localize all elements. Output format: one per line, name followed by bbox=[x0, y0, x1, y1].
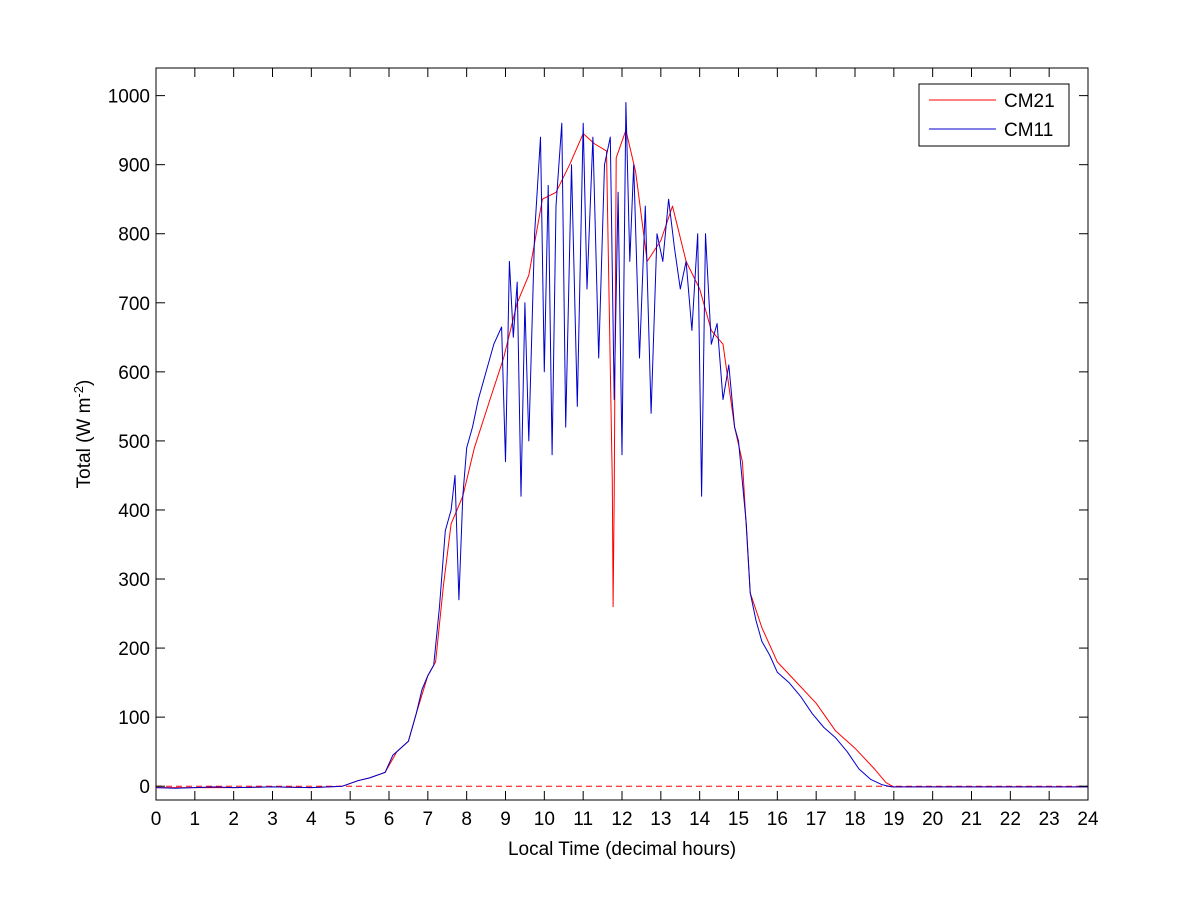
x-tick-label: 0 bbox=[151, 809, 162, 830]
y-axis-label-close: ) bbox=[74, 380, 95, 386]
x-tick-label: 21 bbox=[961, 809, 982, 830]
x-tick-label: 18 bbox=[844, 809, 865, 830]
legend-label-cm11: CM11 bbox=[1004, 120, 1053, 141]
y-axis-label: Total (W m-2) bbox=[71, 380, 95, 489]
x-tick-label: 3 bbox=[267, 809, 278, 830]
y-axis-label-base: Total (W m bbox=[74, 398, 95, 489]
x-tick-label: 15 bbox=[728, 809, 749, 830]
y-tick-label: 300 bbox=[118, 570, 150, 591]
x-tick-label: 1 bbox=[190, 809, 201, 830]
x-tick-label: 17 bbox=[806, 809, 827, 830]
x-tick-label: 2 bbox=[228, 809, 239, 830]
x-tick-label: 16 bbox=[767, 809, 788, 830]
x-tick-label: 23 bbox=[1039, 809, 1060, 830]
x-tick-label: 6 bbox=[384, 809, 395, 830]
y-tick-label: 0 bbox=[139, 777, 150, 798]
x-tick-label: 5 bbox=[345, 809, 356, 830]
y-tick-label: 400 bbox=[118, 501, 150, 522]
y-tick-label: 600 bbox=[118, 363, 150, 384]
x-tick-label: 19 bbox=[883, 809, 904, 830]
x-tick-label: 11 bbox=[573, 809, 593, 830]
y-tick-label: 100 bbox=[118, 708, 150, 729]
y-tick-label: 500 bbox=[118, 432, 150, 453]
x-tick-label: 8 bbox=[461, 809, 472, 830]
y-tick-label: 900 bbox=[118, 156, 150, 177]
series-line-cm11 bbox=[155, 102, 1088, 789]
x-tick-label: 24 bbox=[1077, 809, 1099, 830]
x-tick-label: 9 bbox=[500, 809, 511, 830]
y-tick-label: 200 bbox=[118, 639, 150, 660]
x-tick-label: 7 bbox=[423, 809, 434, 830]
series-layer bbox=[155, 102, 1088, 789]
y-tick-label: 800 bbox=[118, 225, 150, 246]
legend-box bbox=[918, 83, 1070, 147]
x-tick-label: 20 bbox=[922, 809, 943, 830]
legend-label-cm21: CM21 bbox=[1004, 91, 1055, 112]
x-tick-label: 22 bbox=[1000, 809, 1021, 830]
y-axis-label-superscript: -2 bbox=[71, 386, 86, 398]
x-tick-label: 13 bbox=[650, 809, 671, 830]
y-tick-label: 700 bbox=[118, 294, 150, 315]
legend: CM21 CM11 bbox=[918, 83, 1070, 147]
x-axis-label: Local Time (decimal hours) bbox=[508, 839, 736, 860]
y-tick-label: 1000 bbox=[108, 87, 150, 108]
x-tick-label: 12 bbox=[611, 809, 632, 830]
x-tick-label: 4 bbox=[306, 809, 317, 830]
x-tick-label: 10 bbox=[534, 809, 555, 830]
tick-layer: 0 1 2 3 4 5 6 7 8 9 10 11 12 13 14 15 16 17 18 19 20 21 22 23 24… bbox=[108, 68, 1099, 830]
x-tick-label: 14 bbox=[689, 809, 711, 830]
